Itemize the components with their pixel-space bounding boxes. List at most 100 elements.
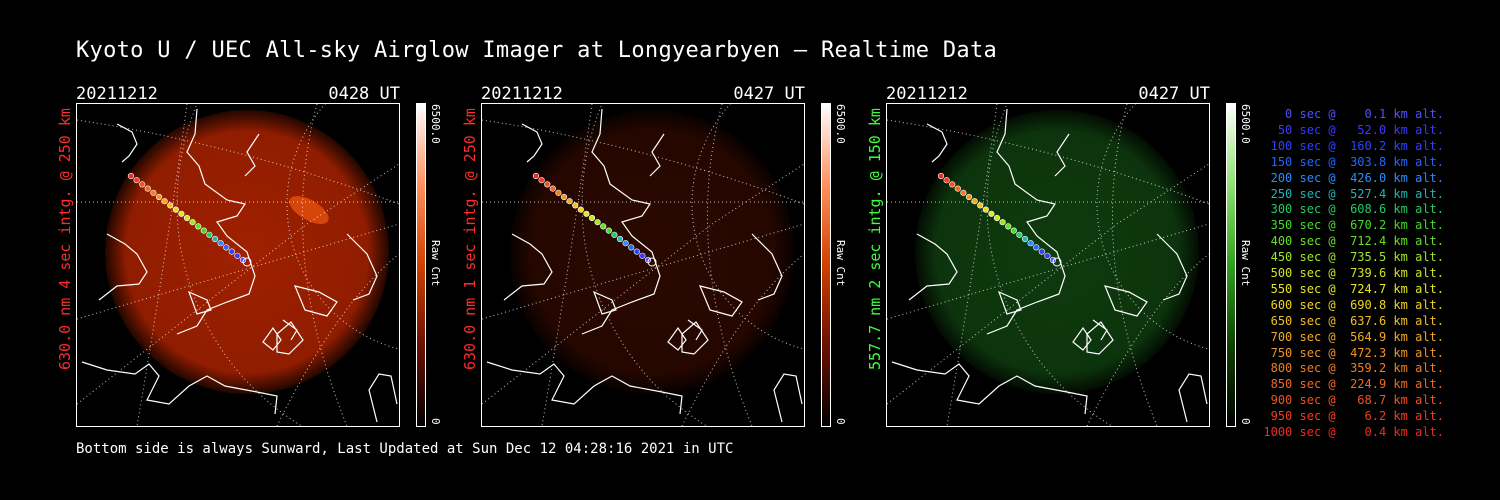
trajectory-point [993,214,1001,222]
trajectory-point [544,181,551,188]
panel-2-side-label: 630.0 nm 1 sec intg. @ 250 km [461,108,479,370]
trajectory-point [960,189,967,196]
trajectory-point [628,244,635,251]
legend-entry: 150 sec @ 303.8 km alt. [1263,154,1444,169]
trajectory-point [1027,240,1034,247]
trajectory-point [943,177,950,184]
legend-entry: 450 sec @ 735.5 km alt. [1263,250,1444,265]
trajectory-point [555,189,562,196]
legend-entry: 200 sec @ 426.0 km alt. [1263,170,1444,185]
legend-entry: 650 sec @ 637.6 km alt. [1263,313,1444,328]
trajectory-point [161,198,168,205]
trajectory-point [965,193,973,201]
trajectory-point [577,206,584,213]
trajectory-point [1016,231,1023,238]
trajectory-point [622,240,629,247]
trajectory-point [566,198,573,205]
panel-1-cbar-top: 6500.0 [429,104,442,144]
panel-3-date: 20211212 [886,84,968,104]
trajectory-point [200,227,207,234]
trajectory-point [588,214,596,222]
trajectory-point [971,198,978,205]
rocket-trajectory [937,172,1062,267]
legend-entry: 850 sec @ 224.9 km alt. [1263,377,1444,392]
legend-entry: 400 sec @ 712.4 km alt. [1263,234,1444,249]
trajectory-point [155,193,163,201]
panel-2-date: 20211212 [481,84,563,104]
trajectory-point [172,206,179,213]
trajectory-point [560,193,568,201]
trajectory-point [605,227,612,234]
panel-3-time: 0427 UT [1138,84,1210,104]
trajectory-point [954,185,961,192]
trajectory-point [195,223,202,230]
trajectory-point [167,202,174,209]
panel-1-map [77,104,399,426]
trajectory-point [600,223,607,230]
trajectory-point [594,219,601,226]
trajectory-point [217,240,224,247]
trajectory-point [532,172,540,180]
legend-entry: 50 sec @ 52.0 km alt. [1263,122,1444,137]
panel-1-image [76,103,400,427]
legend-entry: 500 sec @ 739.6 km alt. [1263,266,1444,280]
legend-entry: 1000 sec @ 0.4 km alt. [1263,425,1444,439]
trajectory-point [583,210,590,217]
rocket-trajectory [532,172,657,267]
trajectory-point [538,177,545,184]
footer-status: Bottom side is always Sunward, Last Upda… [76,441,734,457]
panel-1-cbar-bottom: 0 [429,418,442,425]
panel-3-cbar-top: 6500.0 [1239,104,1252,144]
trajectory-point [206,231,213,238]
legend-entry: 250 sec @ 527.4 km alt. [1263,186,1444,201]
trajectory-point [999,219,1006,226]
panel-1-time: 0428 UT [328,84,400,104]
legend-entry: 600 sec @ 690.8 km alt. [1263,297,1444,312]
panel-1-side-label: 630.0 nm 4 sec intg. @ 250 km [56,108,74,370]
panel-3-side-label: 557.7 nm 2 sec intg. @ 150 km [866,108,884,370]
trajectory-point [1033,244,1040,251]
panel-2-map [482,104,804,426]
panel-2-image [481,103,805,427]
coastlines [891,108,1208,423]
trajectory-point [178,210,185,217]
page-title: Kyoto U / UEC All-sky Airglow Imager at … [76,38,998,63]
trajectory-point [133,177,140,184]
trajectory-point [633,248,640,255]
trajectory-point [234,252,241,259]
trajectory-point [977,202,984,209]
trajectory-point [937,172,945,180]
trajectory-point [127,172,135,180]
trajectory-point [150,189,157,196]
panel-1-date: 20211212 [76,84,158,104]
legend-entry: 900 sec @ 68.7 km alt. [1263,393,1444,408]
trajectory-point [1010,227,1017,234]
panel-2-time: 0427 UT [733,84,805,104]
legend-entry: 800 sec @ 359.2 km alt. [1263,361,1444,376]
trajectory-point [639,252,646,259]
coastlines [486,108,803,423]
panel-3-map [887,104,1209,426]
trajectory-point [982,206,989,213]
trajectory-point [223,244,230,251]
trajectory-point [988,210,995,217]
panel-2-cbar-top: 6500.0 [834,104,847,144]
trajectory-point [139,181,146,188]
trajectory-point [1021,235,1029,243]
legend-entry: 550 sec @ 724.7 km alt. [1263,281,1444,296]
panel-2-colorbar [821,103,831,427]
legend-entry: 0 sec @ 0.1 km alt. [1263,107,1444,121]
trajectory-point [1005,223,1012,230]
trajectory-point [1044,252,1051,259]
panel-1-colorbar [416,103,426,427]
trajectory-point [616,235,624,243]
panel-3-colorbar [1226,103,1236,427]
legend-entry: 300 sec @ 608.6 km alt. [1263,202,1444,217]
legend-entry: 950 sec @ 6.2 km alt. [1263,409,1444,424]
trajectory-point [611,231,618,238]
trajectory-point [549,185,556,192]
trajectory-point [228,248,235,255]
legend-entry: 700 sec @ 564.9 km alt. [1263,329,1444,344]
panel-3-cbar-bottom: 0 [1239,418,1252,425]
trajectory-point [949,181,956,188]
